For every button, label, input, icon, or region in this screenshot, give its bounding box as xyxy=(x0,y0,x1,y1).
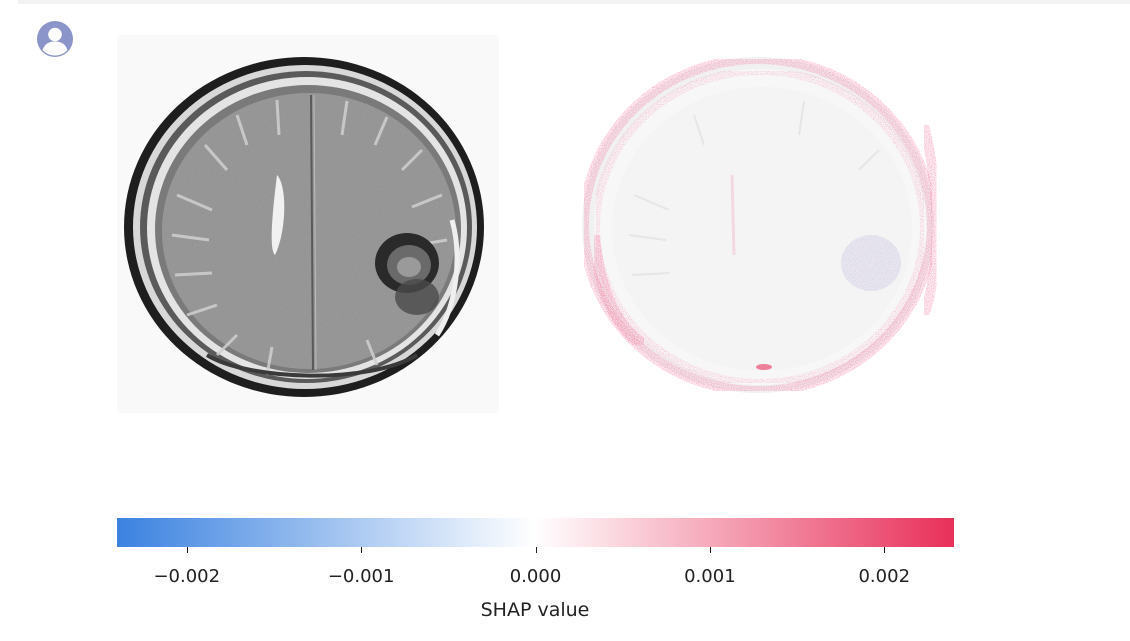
output-top-border xyxy=(18,0,1130,4)
colorbar-tick-mark xyxy=(884,547,886,553)
colorbar-tick-mark xyxy=(535,547,537,553)
shap-heatmap-image xyxy=(574,35,957,413)
colorbar-tick-mark xyxy=(361,547,363,553)
colorbar-tick-label: −0.001 xyxy=(327,566,395,587)
shap-colorbar xyxy=(117,518,954,547)
user-avatar-icon xyxy=(37,21,73,57)
mri-scan-image xyxy=(117,35,499,413)
colorbar-tick-label: 0.002 xyxy=(858,566,911,587)
colorbar-tick-label: −0.002 xyxy=(153,566,221,587)
colorbar-tick-label: 0.001 xyxy=(684,566,736,587)
colorbar-tick-mark xyxy=(186,547,188,553)
colorbar-tick-label: 0.000 xyxy=(509,566,562,587)
colorbar-axis-label: SHAP value xyxy=(480,599,590,621)
colorbar-tick-mark xyxy=(709,547,711,553)
